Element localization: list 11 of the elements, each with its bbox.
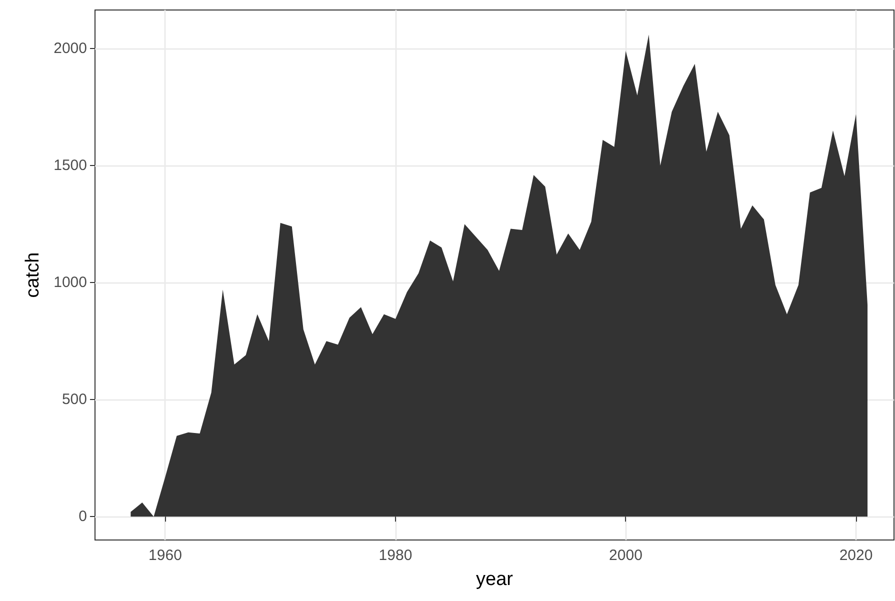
y-tick-label: 1500 bbox=[54, 157, 87, 174]
y-tick-label: 1000 bbox=[54, 274, 87, 292]
x-tick-label: 1960 bbox=[148, 547, 182, 564]
x-axis-title: year bbox=[476, 569, 514, 590]
y-tick-label: 2000 bbox=[54, 40, 87, 58]
x-tick-label: 1980 bbox=[378, 547, 412, 564]
y-tick-label: 500 bbox=[62, 391, 87, 408]
y-axis-title: catch bbox=[22, 252, 44, 298]
y-tick-label: 0 bbox=[78, 508, 87, 526]
x-tick-label: 2020 bbox=[839, 547, 873, 564]
x-tick-label: 2000 bbox=[609, 547, 642, 564]
